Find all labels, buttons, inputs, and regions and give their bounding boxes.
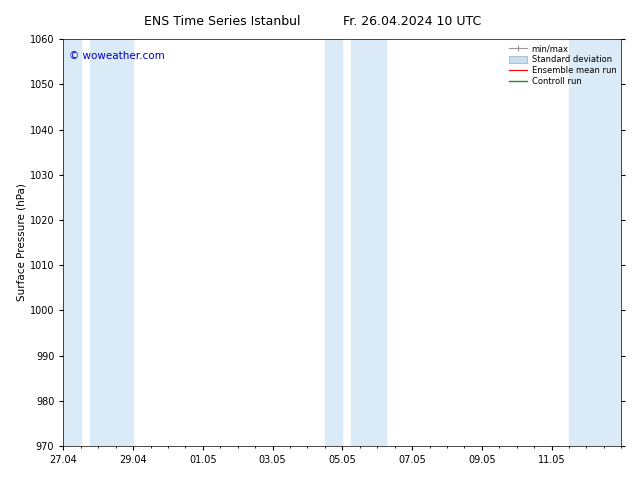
Bar: [89, 39, 133, 446]
Bar: [569, 39, 621, 446]
Bar: [325, 39, 342, 446]
Text: ENS Time Series Istanbul: ENS Time Series Istanbul: [144, 15, 300, 28]
Bar: [63, 39, 81, 446]
Bar: [351, 39, 386, 446]
Text: © woweather.com: © woweather.com: [69, 51, 165, 61]
Text: Fr. 26.04.2024 10 UTC: Fr. 26.04.2024 10 UTC: [343, 15, 481, 28]
Y-axis label: Surface Pressure (hPa): Surface Pressure (hPa): [17, 184, 27, 301]
Legend: min/max, Standard deviation, Ensemble mean run, Controll run: min/max, Standard deviation, Ensemble me…: [506, 41, 619, 90]
